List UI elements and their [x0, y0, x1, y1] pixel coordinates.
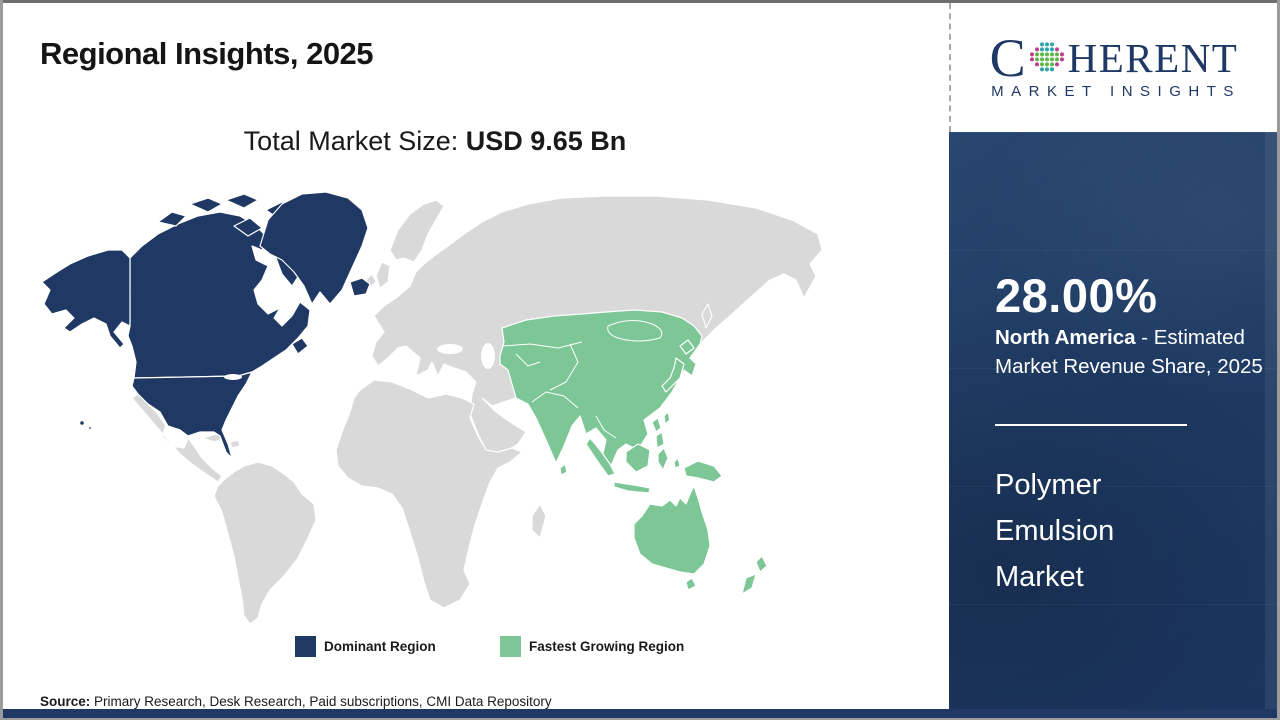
share-value: 28.00%	[995, 269, 1158, 322]
frame-right	[1277, 0, 1280, 720]
legend-swatch-fastest-growing	[500, 636, 521, 657]
page-title: Regional Insights, 2025	[40, 36, 374, 71]
legend: Dominant Region Fastest Growing Region	[30, 636, 830, 660]
legend-label-dominant: Dominant Region	[324, 639, 436, 654]
brand-letters-herent: HERENT	[1067, 34, 1239, 81]
legend-item-fastest-growing: Fastest Growing Region	[500, 636, 684, 657]
total-market-size: Total Market Size: USD 9.65 Bn	[30, 126, 840, 157]
total-market-size-label: Total Market Size:	[243, 126, 466, 156]
market-name-line3: Market	[995, 561, 1084, 593]
legend-item-dominant: Dominant Region	[295, 636, 436, 657]
brand-tagline: MARKET INSIGHTS	[991, 82, 1241, 100]
map-lakes	[224, 343, 495, 380]
market-name-line1: Polymer	[995, 469, 1102, 501]
source-note: Source: Primary Research, Desk Research,…	[40, 694, 552, 709]
share-desc-rest: - Estimated Market Revenue Share, 2025	[995, 326, 1263, 378]
market-name-line2: Emulsion	[995, 515, 1115, 547]
source-text: Primary Research, Desk Research, Paid su…	[90, 694, 552, 709]
frame-left	[0, 0, 3, 720]
world-map-svg	[41, 191, 823, 625]
total-market-size-value: USD 9.65 Bn	[465, 126, 627, 156]
map-region-asia-pacific	[499, 309, 768, 595]
panel-edge-strip	[1265, 132, 1280, 720]
map-region-north-america	[41, 191, 371, 459]
legend-swatch-dominant	[295, 636, 316, 657]
world-map	[30, 186, 830, 626]
side-panel: 28.00% North America - Estimated Market …	[949, 132, 1280, 720]
map-country-borders	[501, 320, 663, 439]
brand-wordmark: C HERENT	[989, 27, 1239, 88]
bottom-accent-bar	[0, 709, 1280, 718]
source-label: Source:	[40, 694, 91, 709]
legend-label-fastest-growing: Fastest Growing Region	[529, 639, 685, 654]
brand-letter-c: C	[989, 27, 1026, 88]
brand-logo: C HERENT	[949, 3, 1277, 132]
globe-dots-icon	[1029, 41, 1064, 71]
share-description: North America - Estimated Market Revenue…	[995, 324, 1263, 381]
market-name: Polymer Emulsion Market	[995, 462, 1114, 600]
divider-line	[995, 424, 1187, 426]
share-region: North America	[995, 326, 1136, 349]
frame-top	[0, 0, 1280, 3]
frame-bottom	[0, 718, 1280, 720]
